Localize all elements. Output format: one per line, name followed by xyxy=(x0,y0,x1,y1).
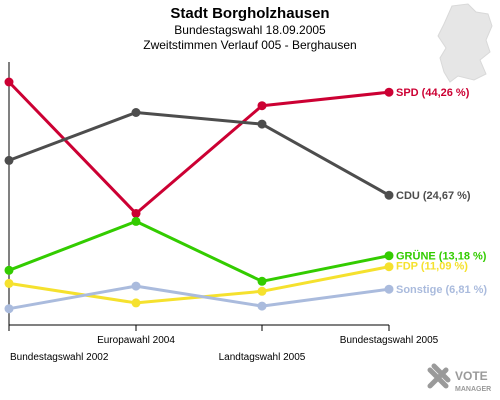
x-tick-label: Bundestagswahl 2005 xyxy=(340,335,439,346)
data-point-fdp xyxy=(4,278,14,288)
germany-map-icon xyxy=(437,3,493,83)
series-label-grüne: GRÜNE (13,18 %) xyxy=(396,250,487,263)
data-point-cdu xyxy=(131,108,141,117)
data-point-sonstige xyxy=(384,284,394,294)
vote-manager-logo: VOTE MANAGER xyxy=(427,363,491,393)
series-label-cdu: CDU (24,67 %) xyxy=(396,190,471,202)
x-tick-label: Bundestagswahl 2002 xyxy=(10,352,109,363)
vote-manager-logo-subtext: MANAGER xyxy=(455,386,491,393)
vote-manager-logo-mark xyxy=(427,363,451,389)
data-point-fdp xyxy=(257,286,267,296)
data-point-spd xyxy=(131,209,141,218)
data-point-sonstige xyxy=(4,304,14,314)
series-label-spd: SPD (44,26 %) xyxy=(396,87,470,99)
data-point-spd xyxy=(384,87,394,97)
data-point-spd xyxy=(257,101,267,111)
data-point-grüne xyxy=(4,265,14,275)
x-tick-label: Europawahl 2004 xyxy=(97,335,175,346)
chart-title: Stadt Borgholzhausen xyxy=(170,5,329,22)
data-point-grüne xyxy=(384,251,394,261)
series-line-cdu xyxy=(8,111,390,197)
data-point-grüne xyxy=(257,276,267,286)
vote-manager-logo-text: VOTE xyxy=(455,369,488,383)
data-point-cdu xyxy=(4,155,14,165)
data-point-fdp xyxy=(131,298,141,308)
chart-subtitle-district: Zweitstimmen Verlauf 005 - Berghausen xyxy=(143,38,356,52)
data-point-spd xyxy=(4,77,14,87)
series-line-sonstige xyxy=(8,284,390,311)
series-line-spd xyxy=(7,80,390,215)
data-point-cdu xyxy=(384,190,394,200)
data-point-fdp xyxy=(384,262,394,272)
data-point-sonstige xyxy=(131,281,141,291)
series-line-grüne xyxy=(8,219,390,283)
data-point-grüne xyxy=(131,216,141,226)
x-tick-label: Landtagswahl 2005 xyxy=(219,352,306,363)
chart-subtitle-date: Bundestagswahl 18.09.2005 xyxy=(174,23,326,37)
series-label-sonstige: Sonstige (6,81 %) xyxy=(396,284,487,296)
data-point-cdu xyxy=(257,119,267,129)
data-point-sonstige xyxy=(257,301,267,311)
series-label-fdp: FDP (11,09 %) xyxy=(396,261,468,273)
